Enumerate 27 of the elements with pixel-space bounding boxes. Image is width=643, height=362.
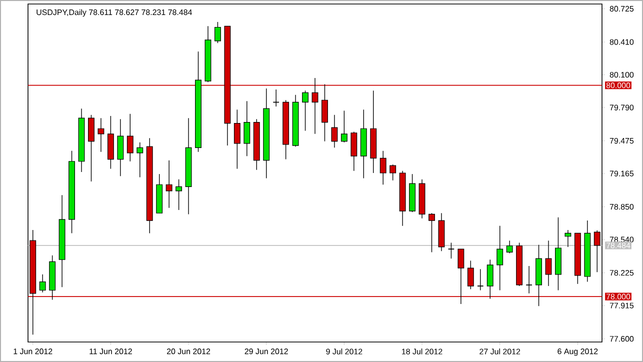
- candlestick: [88, 114, 94, 182]
- candlestick: [506, 240, 513, 254]
- candlestick: [176, 178, 182, 210]
- candlestick: [496, 225, 504, 291]
- candlestick: [98, 118, 104, 152]
- candlestick: [39, 274, 46, 293]
- candlestick: [486, 259, 494, 300]
- candlestick: [448, 242, 455, 259]
- candlestick: [234, 109, 240, 170]
- candlestick: [390, 164, 396, 181]
- candlestick: [214, 22, 221, 44]
- candlestick: [340, 110, 348, 143]
- candlestick: [136, 142, 144, 178]
- candlestick: [477, 268, 484, 291]
- candlestick: [331, 114, 338, 148]
- candlestick: [350, 131, 358, 172]
- candlestick: [244, 100, 250, 156]
- candlestick: [428, 212, 435, 253]
- candlestick: [526, 266, 532, 294]
- candlestick: [545, 240, 552, 286]
- candlestick: [467, 260, 474, 290]
- candlestick: [126, 114, 134, 162]
- candlestick: [380, 150, 386, 185]
- candlestick: [117, 118, 124, 177]
- candlestick: [302, 90, 308, 132]
- candlestick: [564, 230, 572, 248]
- candlestick: [166, 160, 172, 208]
